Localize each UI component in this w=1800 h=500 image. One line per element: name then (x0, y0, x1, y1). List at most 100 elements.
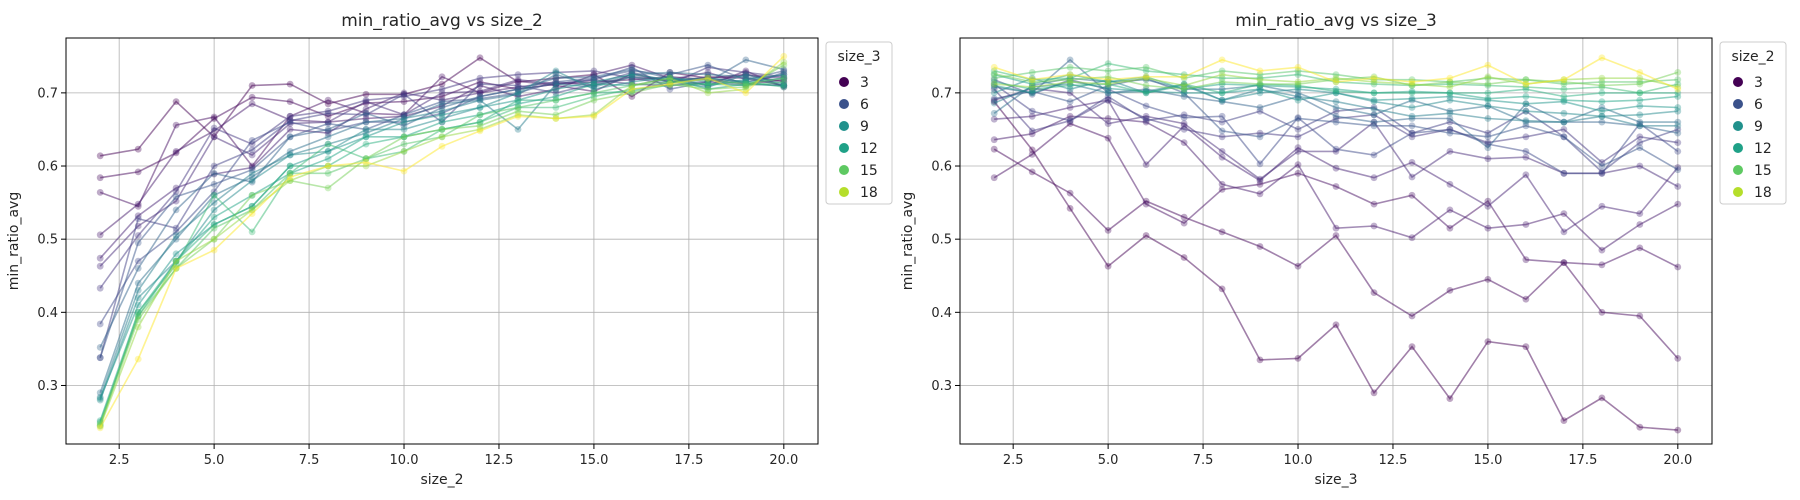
data-point (1294, 133, 1302, 141)
data-point (1332, 112, 1340, 120)
series-5 (990, 112, 1682, 254)
data-point (1598, 107, 1606, 115)
data-point (1066, 117, 1074, 125)
data-point (324, 184, 332, 192)
series-line (994, 73, 1678, 103)
x-tick-label: 12.5 (1378, 453, 1407, 468)
legend-marker (839, 121, 849, 131)
data-point (514, 96, 522, 104)
data-point (286, 112, 294, 120)
data-point (1446, 125, 1454, 133)
data-point (210, 206, 218, 214)
x-tick-label: 17.5 (1568, 453, 1597, 468)
series-line (99, 61, 785, 427)
data-point (1636, 80, 1644, 88)
y-axis: 0.3 0.4 0.5 0.6 0.7 (37, 86, 66, 394)
data-point (96, 189, 104, 196)
data-point (552, 67, 560, 75)
data-point (552, 111, 560, 119)
data-point (1104, 60, 1112, 67)
data-point (990, 74, 998, 82)
series-3 (990, 145, 1682, 362)
data-point (990, 67, 998, 75)
data-point (1294, 89, 1302, 97)
data-point (666, 74, 674, 82)
data-point (552, 93, 560, 100)
data-point (1066, 56, 1074, 64)
data-point (514, 82, 522, 89)
x-tick-label: 2.5 (109, 453, 130, 468)
data-point (1674, 69, 1682, 76)
data-point (1180, 125, 1188, 133)
data-point (1028, 146, 1036, 154)
data-point (1294, 262, 1302, 270)
data-point (1674, 89, 1682, 97)
data-point (1560, 109, 1568, 117)
y-tick-label: 0.4 (37, 306, 58, 321)
data-point (1218, 71, 1226, 78)
legend-marker (1733, 77, 1743, 87)
data-point (780, 83, 788, 91)
data-point (1028, 112, 1036, 120)
data-point (1522, 343, 1530, 351)
data-point (1332, 232, 1340, 239)
y-axis-label: min_ratio_avg (6, 192, 22, 290)
data-point (704, 85, 712, 93)
y-tick-label: 0.6 (931, 160, 952, 175)
data-point (1256, 67, 1264, 75)
data-point (1446, 93, 1454, 100)
data-point (1218, 133, 1226, 141)
series-line (993, 88, 1678, 164)
data-point (438, 85, 446, 93)
x-axis: 2.5 5.0 7.5 10.0 12.5 15.0 17.5 20.0 (1003, 444, 1692, 468)
legend: size_3 3 6 9 12 15 18 (825, 41, 893, 205)
data-point (362, 105, 370, 113)
data-point (1408, 133, 1416, 141)
data-point (1522, 295, 1530, 303)
data-point (704, 74, 712, 82)
data-point (1294, 96, 1302, 104)
data-point (1332, 183, 1340, 190)
data-point (1560, 85, 1568, 93)
data-point (438, 100, 446, 108)
data-point (172, 265, 180, 272)
data-point (1560, 228, 1568, 236)
data-point (210, 180, 218, 188)
data-point (438, 111, 446, 119)
data-point (1294, 93, 1302, 100)
data-point (286, 151, 294, 159)
data-point (1408, 343, 1416, 351)
data-point (96, 396, 104, 404)
x-axis-label: size_2 (420, 472, 463, 488)
data-point (1256, 160, 1264, 168)
data-point (438, 73, 446, 81)
data-point (1408, 191, 1416, 199)
data-point (134, 200, 142, 208)
data-point (1218, 180, 1226, 188)
data-point (1446, 74, 1454, 82)
data-point (1560, 125, 1568, 133)
series-line (994, 77, 1679, 171)
data-point (1180, 89, 1188, 97)
data-point (362, 109, 370, 117)
data-point (1636, 312, 1644, 320)
chart-right: 2.5 5.0 7.5 10.0 12.5 15.0 17.5 20.00.30.40.50.… (900, 11, 1787, 488)
data-point (1560, 118, 1568, 126)
x-axis-label: size_3 (1314, 472, 1357, 488)
data-point (1484, 224, 1492, 232)
data-point (552, 115, 560, 122)
legend-label: 3 (860, 75, 869, 91)
data-point (1522, 80, 1530, 88)
data-point (1028, 127, 1036, 135)
data-point (1066, 104, 1074, 111)
data-point (1256, 89, 1264, 97)
data-point (1180, 93, 1188, 100)
data-point (172, 193, 180, 201)
data-point (1218, 118, 1226, 126)
data-point (1408, 234, 1416, 242)
data-point (362, 129, 370, 137)
data-point (666, 69, 674, 76)
data-point (742, 69, 750, 76)
data-point (1104, 85, 1112, 92)
data-point (1674, 118, 1682, 126)
